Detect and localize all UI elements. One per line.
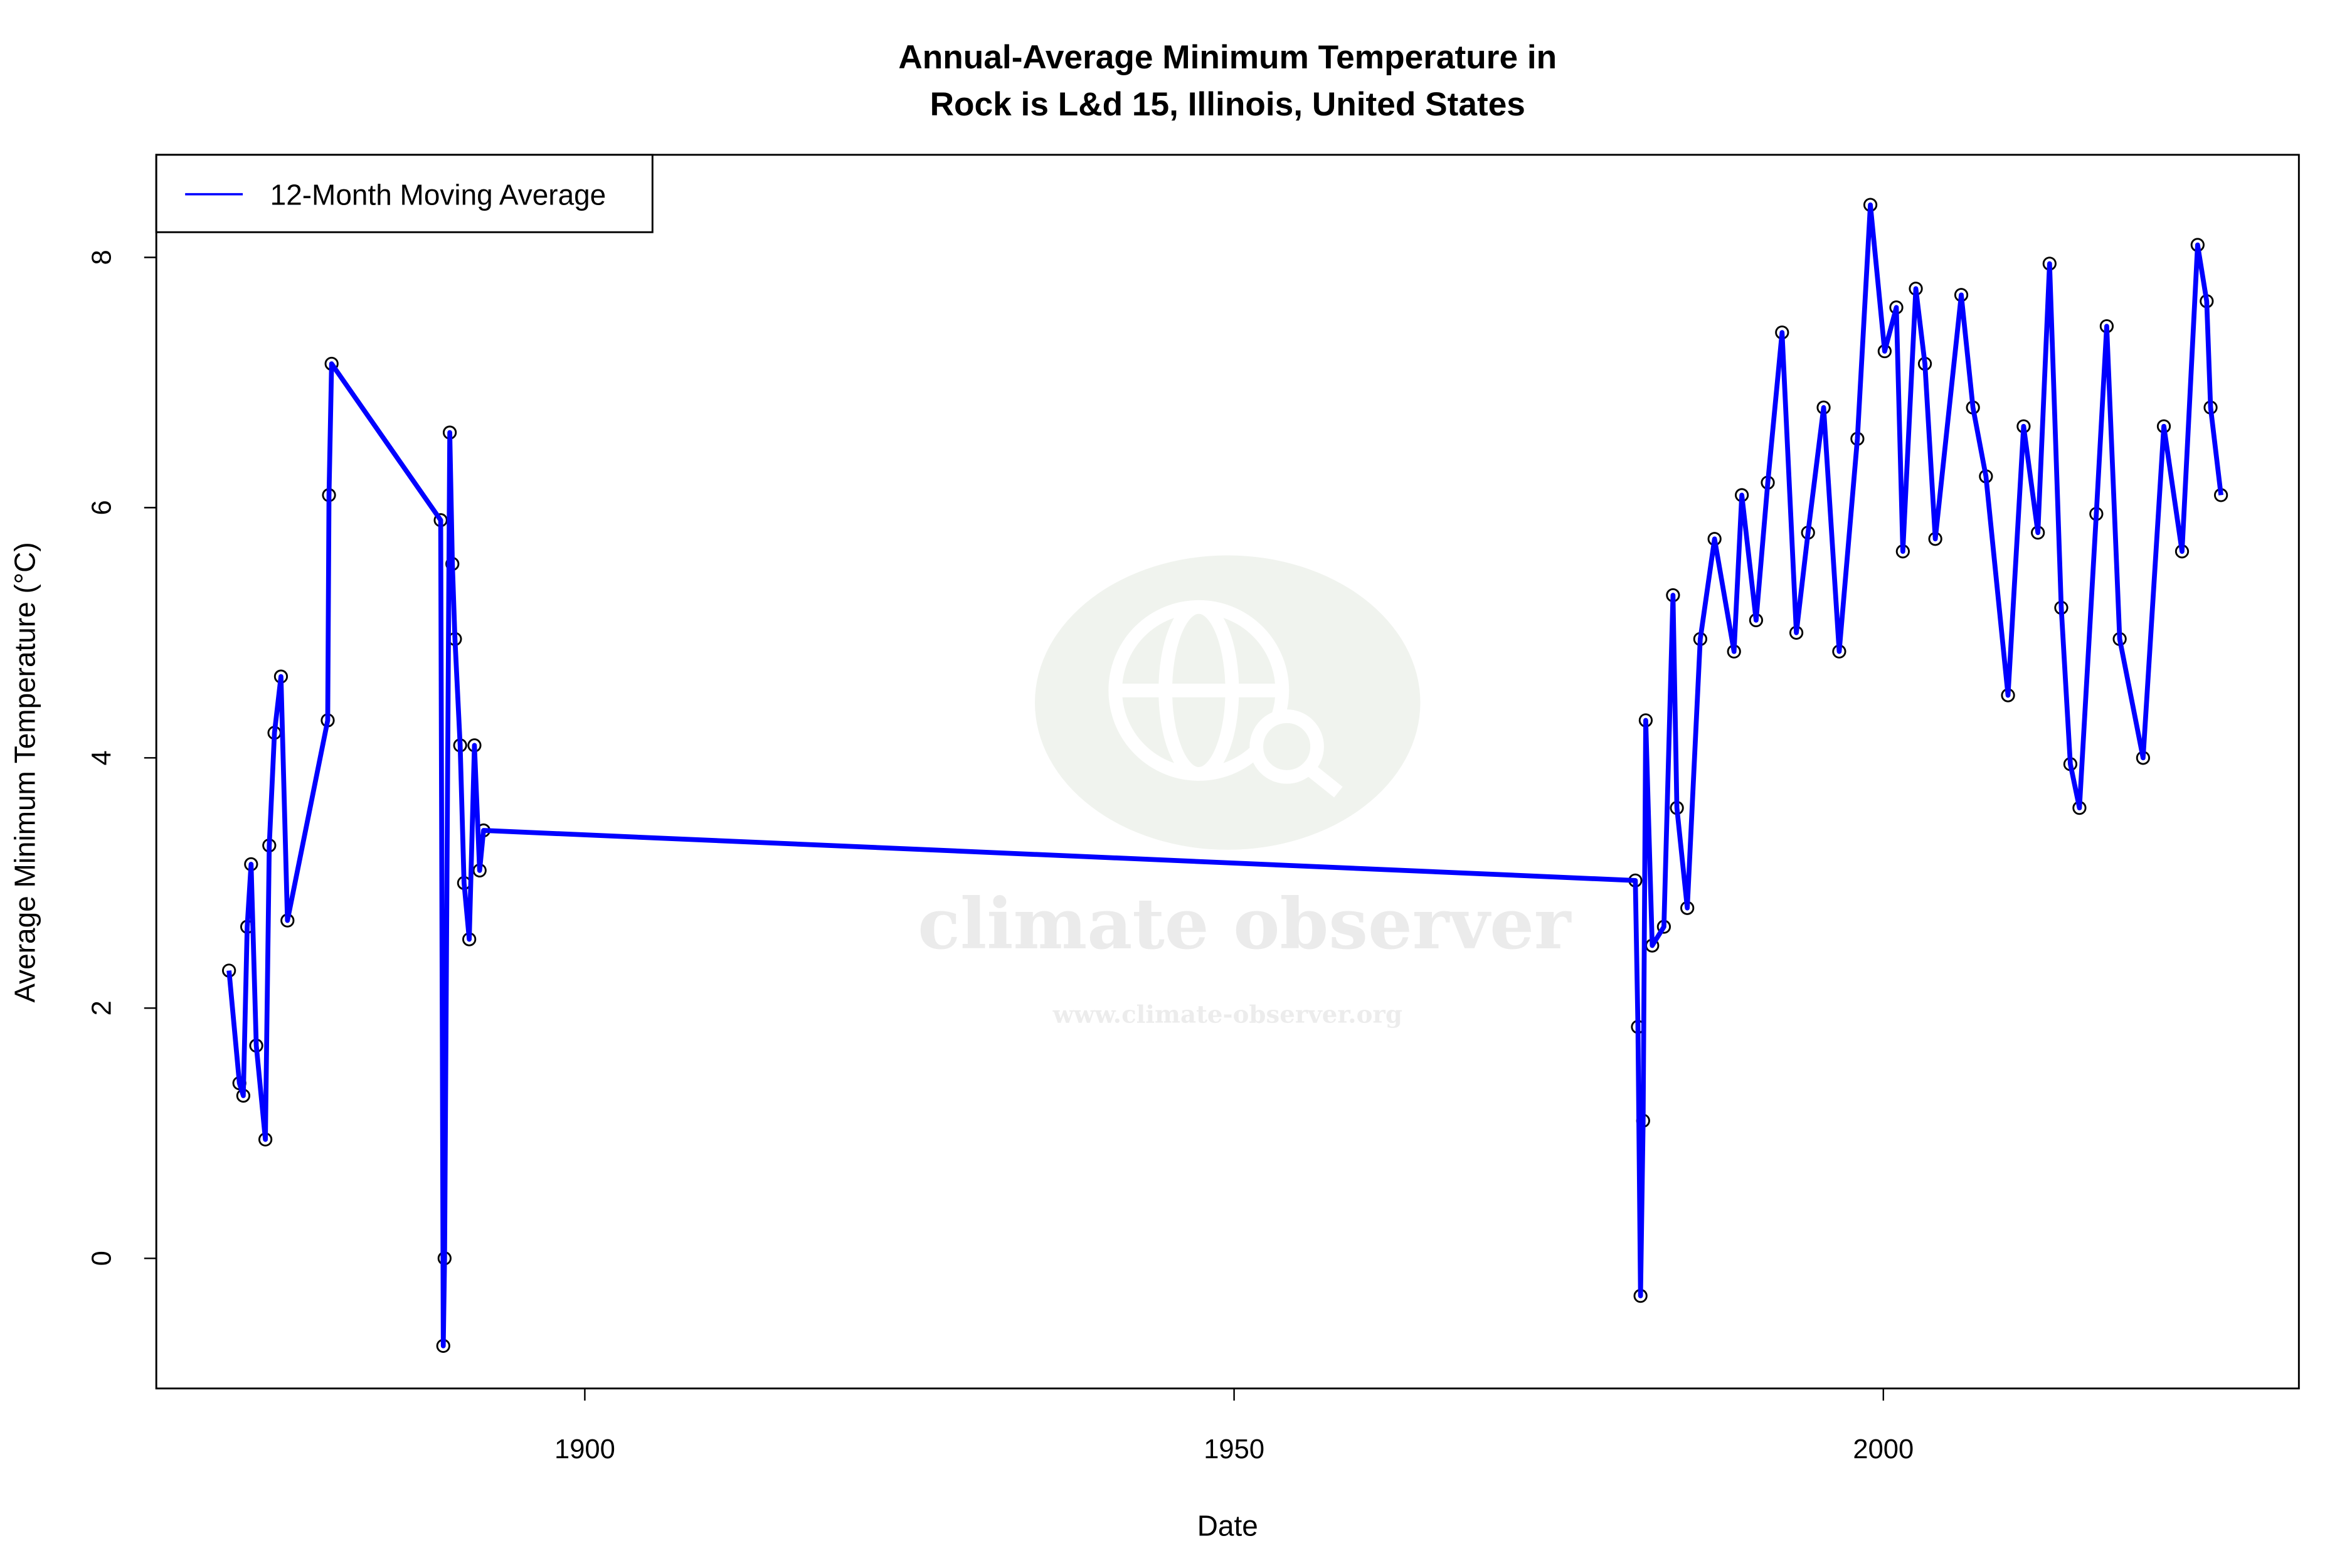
watermark: climate observer www.climate-observer.or… [918, 555, 1572, 1029]
y-tick-label: 6 [87, 500, 117, 515]
x-tick-label: 1900 [554, 1434, 615, 1465]
watermark-url: www.climate-observer.org [1052, 1001, 1402, 1029]
x-axis-label: Date [1197, 1509, 1258, 1542]
chart-title-line2: Rock is L&d 15, Illinois, United States [930, 86, 1525, 123]
chart-title-line1: Annual-Average Minimum Temperature in [898, 39, 1557, 76]
y-axis: 0 2 4 6 8 [87, 250, 157, 1266]
y-axis-label: Average Minimum Temperature (°C) [9, 542, 41, 1002]
x-tick-label: 2000 [1853, 1434, 1914, 1465]
x-tick-label: 1950 [1204, 1434, 1264, 1465]
series-line [226, 202, 2223, 1348]
legend-label: 12-Month Moving Average [270, 179, 607, 211]
y-tick-label: 4 [87, 750, 117, 765]
legend: 12-Month Moving Average [155, 154, 654, 233]
y-tick-label: 8 [87, 250, 117, 265]
y-tick-label: 2 [87, 1000, 117, 1015]
y-tick-label: 0 [87, 1251, 117, 1266]
watermark-logo-text: climate observer [918, 884, 1572, 965]
globe-search-icon [1108, 600, 1343, 798]
series-group [222, 198, 2228, 1353]
x-axis: 1900 1950 2000 [554, 1387, 1914, 1465]
